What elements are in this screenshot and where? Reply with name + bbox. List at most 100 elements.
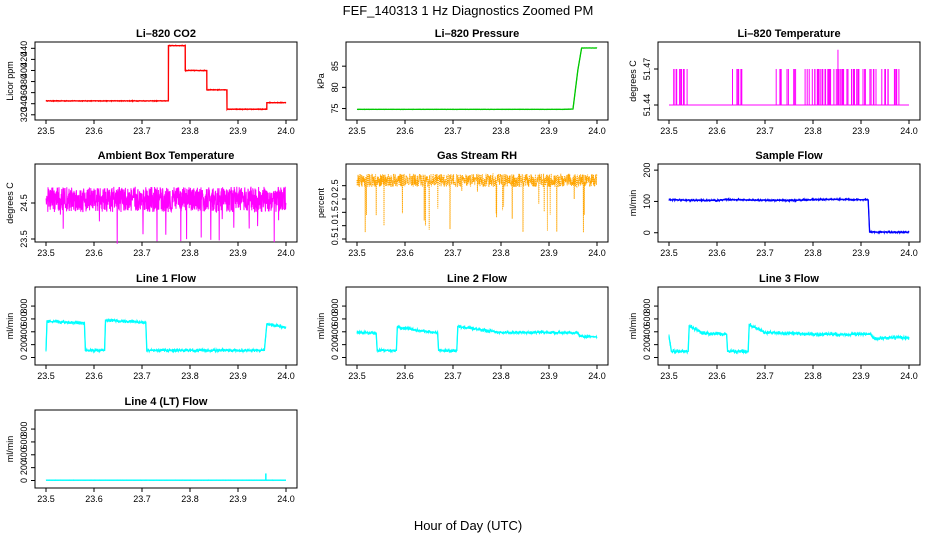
series-line3: [668, 323, 910, 355]
x-tick-label-co2-4: 23.9: [229, 126, 247, 136]
panel-temperature: Li–820 Temperature degrees C 23.5 23.6 23.7 2…: [628, 28, 921, 136]
panel-pressure: Li–820 Pressure kPa 23.5 23.6 23.7 23.8 23.9 24…: [316, 28, 609, 136]
y-tick-label-line3-3: 600: [642, 311, 652, 326]
y-tick-label-co2-3: 380: [19, 74, 29, 89]
x-tick-label-temperature-4: 23.9: [852, 126, 870, 136]
x-tick-label-line1-5: 24.0: [277, 371, 295, 381]
y-tick-label-line1-4: 800: [19, 299, 29, 314]
x-tick-label-sampleflow-4: 23.9: [852, 248, 870, 258]
x-tick-label-sampleflow-1: 23.6: [708, 248, 726, 258]
y-tick-label-sampleflow-2: 200: [642, 163, 652, 178]
y-tick-label-line4-0: 0: [19, 478, 29, 483]
x-tick-label-ambient-1: 23.6: [85, 248, 103, 258]
y-tick-label-pressure-1: 80: [330, 82, 340, 92]
y-tick-label-co2-4: 400: [19, 63, 29, 78]
y-tick-label-line3-4: 800: [642, 299, 652, 314]
y-tick-label-pressure-0: 75: [330, 104, 340, 114]
y-axis-label-rh: percent: [316, 187, 326, 218]
x-tick-label-co2-2: 23.7: [133, 126, 151, 136]
y-axis-label-line1: ml/min: [5, 313, 15, 340]
y-tick-label-line4-2: 400: [19, 447, 29, 462]
y-tick-label-line4-4: 800: [19, 422, 29, 437]
panel-grid: Li–820 CO2 Licor ppm 23.5 23.6 23.7 23.8 23.9 2…: [5, 28, 921, 504]
plot-frame-line1: [34, 286, 298, 366]
x-tick-label-line3-5: 24.0: [900, 371, 918, 381]
panel-title-line4: Line 4 (LT) Flow: [125, 396, 208, 408]
y-tick-label-line1-3: 600: [19, 311, 29, 326]
y-tick-label-rh-3: 2.0: [330, 193, 340, 206]
panel-title-sampleflow: Sample Flow: [755, 150, 823, 162]
y-tick-label-line2-3: 600: [330, 311, 340, 326]
x-tick-label-temperature-5: 24.0: [900, 126, 918, 136]
panel-title-line1: Line 1 Flow: [136, 273, 196, 285]
x-tick-label-line2-1: 23.6: [396, 371, 414, 381]
x-tick-label-pressure-4: 23.9: [540, 126, 558, 136]
series-line2: [356, 324, 598, 354]
series-temperature: [669, 49, 909, 106]
y-axis-label-sampleflow: ml/min: [628, 190, 638, 217]
x-tick-label-rh-5: 24.0: [588, 248, 606, 258]
x-tick-label-line4-2: 23.7: [133, 494, 151, 504]
y-tick-label-pressure-2: 85: [330, 61, 340, 71]
x-tick-label-pressure-2: 23.7: [444, 126, 462, 136]
x-tick-label-rh-0: 23.5: [348, 248, 366, 258]
y-tick-label-line2-1: 200: [330, 337, 340, 352]
x-tick-label-co2-5: 24.0: [277, 126, 295, 136]
panel-line3: Line 3 Flow ml/min 23.5 23.6 23.7 23.8 23.9 24.…: [628, 273, 921, 381]
panel-co2: Li–820 CO2 Licor ppm 23.5 23.6 23.7 23.8 23.9 2…: [5, 28, 298, 136]
y-tick-label-rh-2: 1.5: [330, 206, 340, 219]
x-tick-label-ambient-2: 23.7: [133, 248, 151, 258]
x-tick-label-rh-3: 23.8: [492, 248, 510, 258]
x-tick-label-rh-1: 23.6: [396, 248, 414, 258]
y-tick-label-line1-1: 200: [19, 337, 29, 352]
x-tick-label-temperature-3: 23.8: [804, 126, 822, 136]
y-axis-label-pressure: kPa: [316, 73, 326, 89]
y-tick-label-line2-4: 800: [330, 299, 340, 314]
x-tick-label-line4-0: 23.5: [37, 494, 55, 504]
x-tick-label-sampleflow-0: 23.5: [660, 248, 678, 258]
plot-frame-line4: [34, 409, 298, 489]
x-tick-label-line4-4: 23.9: [229, 494, 247, 504]
x-tick-label-temperature-0: 23.5: [660, 126, 678, 136]
figure-title: FEF_140313 1 Hz Diagnostics Zoomed PM: [343, 3, 594, 18]
y-tick-label-line3-2: 400: [642, 324, 652, 339]
x-tick-label-pressure-0: 23.5: [348, 126, 366, 136]
y-tick-label-line3-1: 200: [642, 337, 652, 352]
x-tick-label-line2-3: 23.8: [492, 371, 510, 381]
x-tick-label-line1-3: 23.8: [181, 371, 199, 381]
y-tick-label-rh-4: 2.5: [330, 179, 340, 192]
y-tick-label-line4-1: 200: [19, 460, 29, 475]
series-pressure: [356, 47, 598, 111]
x-tick-label-line2-0: 23.5: [348, 371, 366, 381]
x-tick-label-line1-2: 23.7: [133, 371, 151, 381]
y-tick-label-line1-0: 0: [19, 355, 29, 360]
x-tick-label-pressure-3: 23.8: [492, 126, 510, 136]
y-tick-label-co2-6: 440: [19, 41, 29, 56]
x-tick-label-line1-4: 23.9: [229, 371, 247, 381]
panel-title-pressure: Li–820 Pressure: [435, 28, 519, 40]
x-tick-label-co2-1: 23.6: [85, 126, 103, 136]
x-tick-label-line4-1: 23.6: [85, 494, 103, 504]
y-tick-label-temperature-0: 51.44: [642, 94, 652, 117]
panel-sampleflow: Sample Flow ml/min 23.5 23.6 23.7 23.8 23.9 24.…: [628, 150, 921, 258]
x-tick-label-line2-4: 23.9: [540, 371, 558, 381]
y-tick-label-line4-3: 600: [19, 434, 29, 449]
x-tick-label-line3-1: 23.6: [708, 371, 726, 381]
plot-frame-temperature: [657, 41, 921, 121]
x-tick-label-line3-4: 23.9: [852, 371, 870, 381]
x-tick-label-temperature-1: 23.6: [708, 126, 726, 136]
x-tick-label-line1-0: 23.5: [37, 371, 55, 381]
x-tick-label-sampleflow-2: 23.7: [756, 248, 774, 258]
y-tick-label-rh-1: 1.0: [330, 219, 340, 232]
y-tick-label-co2-0: 320: [19, 107, 29, 122]
x-tick-label-line4-3: 23.8: [181, 494, 199, 504]
y-tick-label-ambient-1: 24.5: [19, 194, 29, 212]
y-tick-label-line2-2: 400: [330, 324, 340, 339]
y-tick-label-rh-0: 0.5: [330, 233, 340, 246]
x-tick-label-line2-2: 23.7: [444, 371, 462, 381]
y-tick-label-co2-5: 420: [19, 52, 29, 67]
x-tick-label-ambient-4: 23.9: [229, 248, 247, 258]
series-co2: [45, 43, 287, 112]
x-axis-title: Hour of Day (UTC): [414, 518, 522, 533]
panel-line4: Line 4 (LT) Flow ml/min 23.5 23.6 23.7 23.8 23…: [5, 396, 298, 504]
